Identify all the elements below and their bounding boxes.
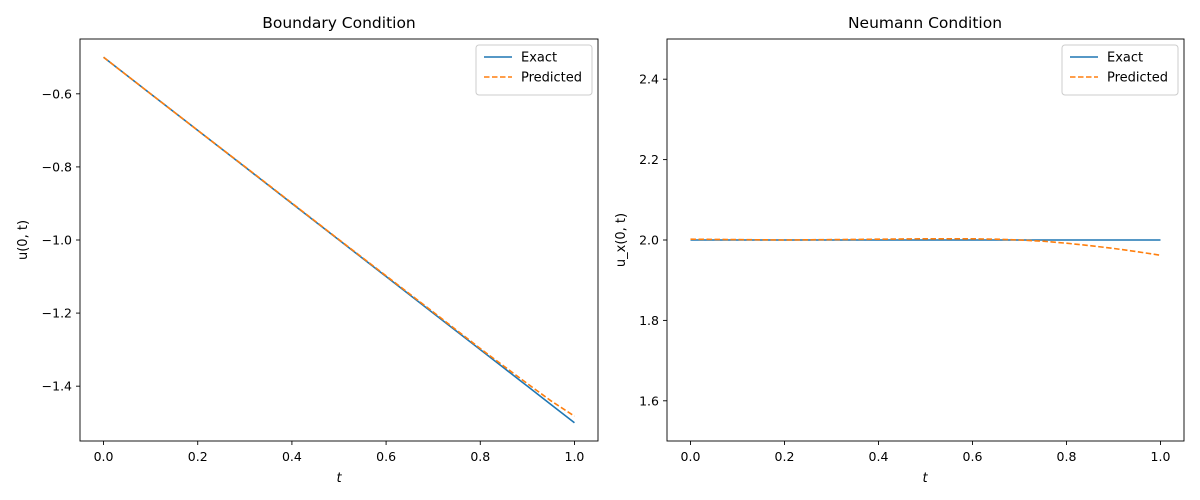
y-tick-label: 2.0: [639, 233, 659, 248]
y-tick-label: −1.4: [42, 379, 72, 394]
x-tick-label: 0.4: [282, 449, 302, 464]
legend-label-exact: Exact: [1107, 51, 1143, 66]
y-tick-label: −0.8: [42, 159, 72, 174]
legend: Exact Predicted: [1061, 44, 1179, 96]
y-tick-label: 2.2: [639, 152, 659, 167]
x-tick-label: 0.2: [188, 449, 208, 464]
x-tick-label: 0.0: [94, 449, 114, 464]
y-tick-label: 1.8: [639, 313, 659, 328]
legend-label-predicted: Predicted: [1107, 71, 1168, 86]
y-tick-label: 1.6: [639, 393, 659, 408]
y-axis-label-text: u_x(0, t): [614, 213, 629, 267]
series-line-predicted: [103, 56, 575, 417]
x-tick-label: 0.6: [963, 449, 983, 464]
x-tick-label: 0.0: [681, 449, 701, 464]
legend-label-exact: Exact: [521, 51, 557, 66]
x-axis-label: t: [922, 471, 928, 486]
x-tick-label: 1.0: [1151, 449, 1171, 464]
y-axis-label: u(0, t): [16, 220, 31, 260]
x-axis-label: t: [336, 471, 342, 486]
series-line-exact: [103, 56, 575, 424]
x-tick-label: 0.8: [470, 449, 490, 464]
chart-title: Boundary Condition: [262, 14, 416, 32]
y-tick-label: −0.6: [42, 86, 72, 101]
legend-label-predicted: Predicted: [521, 71, 582, 86]
x-tick-label: 0.6: [376, 449, 396, 464]
x-tick-label: 0.2: [775, 449, 795, 464]
x-tick-label: 1.0: [565, 449, 585, 464]
y-tick-label: −1.2: [42, 306, 72, 321]
neumann-condition-panel: Neumann Condition t u_x(0, t) 0.0 0.2 0.4 0…: [614, 14, 1185, 486]
y-tick-label: −1.0: [42, 233, 72, 248]
y-axis-label-text: u(0, t): [16, 220, 31, 260]
x-tick-label: 0.4: [869, 449, 889, 464]
legend: Exact Predicted: [475, 44, 593, 96]
y-axis-label: u_x(0, t): [614, 213, 629, 267]
series-line-predicted: [690, 237, 1161, 257]
x-tick-label: 0.8: [1057, 449, 1077, 464]
y-tick-label: 2.4: [639, 72, 659, 87]
chart-title: Neumann Condition: [848, 14, 1002, 32]
boundary-condition-panel: Boundary Condition t u(0, t) 0.0 0.2 0.4 0.…: [16, 14, 599, 486]
